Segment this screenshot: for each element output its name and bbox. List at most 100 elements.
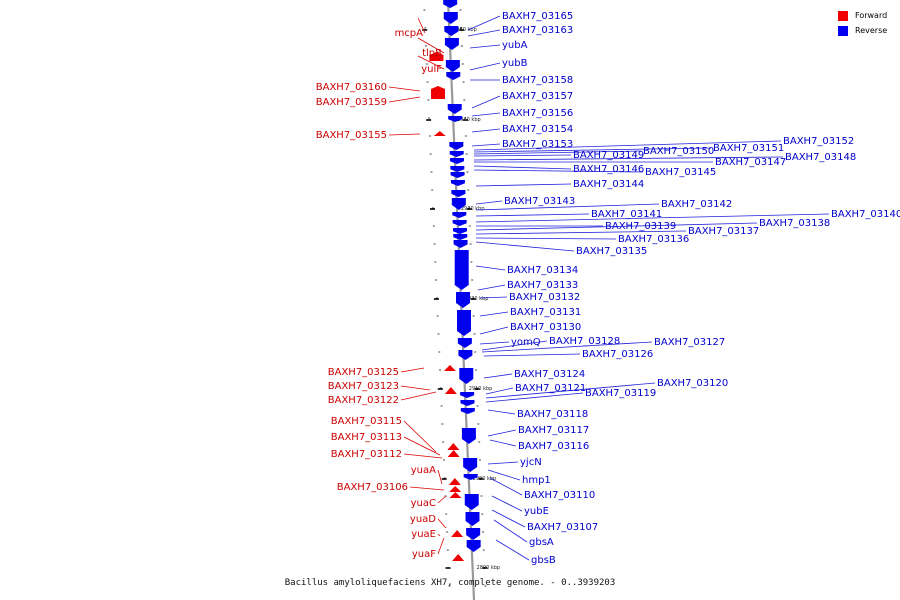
reverse-gene-label: BAXH7_03130: [510, 322, 581, 333]
reverse-leader-line: [479, 341, 510, 345]
reverse-leader-line: [473, 140, 782, 151]
legend-reverse: Reverse: [838, 23, 887, 38]
legend-reverse-label: Reverse: [855, 26, 888, 35]
reverse-gene-block: [444, 38, 459, 50]
reverse-leader-line: [475, 230, 687, 235]
forward-swatch: [838, 10, 848, 21]
reverse-gene-label: BAXH7_03124: [514, 369, 585, 380]
forward-gene-block: [429, 52, 444, 61]
forward-gene-label: BAXH7_03159: [316, 97, 387, 108]
forward-gene-block: [431, 86, 446, 99]
reverse-gene-block: [443, 12, 458, 24]
reverse-leader-line: [475, 265, 506, 271]
reverse-gene-block: [451, 190, 466, 197]
reverse-gene-block: [450, 180, 465, 186]
forward-leader-line: [400, 391, 437, 401]
forward-gene-label: yuaC: [411, 498, 436, 509]
reverse-gene-block: [453, 234, 468, 240]
reverse-leader-line: [473, 169, 644, 173]
forward-gene-label: yuaA: [411, 465, 436, 476]
reverse-gene-block: [443, 0, 458, 8]
forward-gene-block: [447, 450, 460, 457]
forward-gene-label: tlpB: [422, 48, 442, 59]
reverse-gene-block: [466, 528, 481, 540]
reverse-gene-label: BAXH7_03143: [504, 196, 575, 207]
reverse-leader-line: [475, 222, 758, 231]
forward-gene-block: [451, 530, 464, 537]
reverse-gene-label: BAXH7_03156: [502, 108, 573, 119]
tick-label: 2910 kbp: [469, 386, 493, 392]
reverse-gene-label: BAXH7_03140: [831, 209, 900, 220]
forward-gene-label: BAXH7_03122: [328, 395, 399, 406]
reverse-gene-block: [449, 142, 464, 150]
forward-gene-label: BAXH7_03113: [331, 432, 402, 443]
reverse-gene-block: [466, 540, 481, 552]
reverse-leader-line: [473, 150, 642, 155]
reverse-gene-label: BAXH7_03146: [573, 164, 644, 175]
reverse-leader-line: [471, 112, 501, 117]
reverse-leader-line: [475, 203, 660, 211]
forward-gene-label: yuaE: [411, 529, 436, 540]
reverse-leader-line: [475, 241, 575, 252]
reverse-gene-label: BAXH7_03117: [518, 425, 589, 436]
reverse-gene-block: [453, 228, 468, 234]
reverse-gene-label: BAXH7_03136: [618, 234, 689, 245]
reverse-leader-line: [471, 143, 501, 147]
reverse-leader-line: [473, 147, 712, 153]
reverse-leader-line: [483, 373, 513, 379]
forward-leader-line: [400, 385, 431, 391]
forward-gene-block: [449, 492, 462, 498]
reverse-gene-label: BAXH7_03119: [585, 388, 656, 399]
forward-leader-line: [388, 86, 421, 92]
forward-gene-label: BAXH7_03106: [337, 482, 408, 493]
forward-gene-label: BAXH7_03125: [328, 367, 399, 378]
reverse-gene-block: [457, 338, 472, 348]
reverse-leader-line: [485, 392, 584, 403]
reverse-gene-label: BAXH7_03118: [517, 409, 588, 420]
reverse-leader-line: [479, 296, 508, 299]
reverse-gene-block: [460, 400, 475, 406]
forward-gene-block: [443, 365, 456, 371]
reverse-gene-label: BAXH7_03154: [502, 124, 573, 135]
forward-leader-line: [417, 17, 426, 34]
reverse-gene-label: BAXH7_03141: [591, 209, 662, 220]
reverse-gene-label: yomQ: [511, 337, 541, 348]
reverse-swatch: [838, 25, 848, 36]
reverse-gene-block: [465, 512, 480, 526]
reverse-leader-line: [487, 409, 516, 415]
reverse-gene-label: hmp1: [522, 475, 551, 486]
reverse-gene-block: [454, 250, 469, 290]
forward-gene-label: BAXH7_03160: [316, 82, 387, 93]
forward-gene-label: BAXH7_03112: [331, 449, 402, 460]
reverse-gene-block: [463, 458, 478, 472]
reverse-leader-line: [475, 200, 503, 205]
forward-gene-block: [452, 554, 465, 561]
forward-gene-label: BAXH7_03115: [331, 416, 402, 427]
reverse-leader-line: [487, 469, 521, 481]
reverse-gene-label: yubB: [502, 58, 528, 69]
reverse-leader-line: [481, 340, 548, 351]
reverse-leader-line: [489, 439, 517, 447]
tick-label: 2920 kbp: [465, 296, 489, 302]
reverse-leader-line: [473, 154, 572, 157]
reverse-gene-block: [449, 158, 464, 164]
reverse-gene-label: BAXH7_03133: [507, 280, 578, 291]
reverse-gene-label: BAXH7_03107: [527, 522, 598, 533]
reverse-gene-label: BAXH7_03126: [582, 349, 653, 360]
reverse-gene-label: BAXH7_03142: [661, 199, 732, 210]
reverse-leader-line: [475, 237, 617, 240]
forward-leader-line: [400, 367, 425, 373]
reverse-gene-block: [464, 494, 479, 510]
forward-gene-label: yuaD: [410, 514, 436, 525]
reverse-gene-label: BAXH7_03157: [502, 91, 573, 102]
reverse-leader-line: [475, 213, 590, 217]
forward-gene-block: [447, 443, 460, 450]
reverse-gene-label: BAXH7_03121: [515, 383, 586, 394]
legend: Forward Reverse: [838, 8, 887, 38]
reverse-gene-block: [456, 292, 470, 308]
reverse-gene-label: gbsB: [531, 555, 556, 566]
reverse-gene-label: BAXH7_03148: [785, 152, 856, 163]
reverse-gene-block: [446, 72, 461, 80]
reverse-gene-label: BAXH7_03116: [518, 441, 589, 452]
